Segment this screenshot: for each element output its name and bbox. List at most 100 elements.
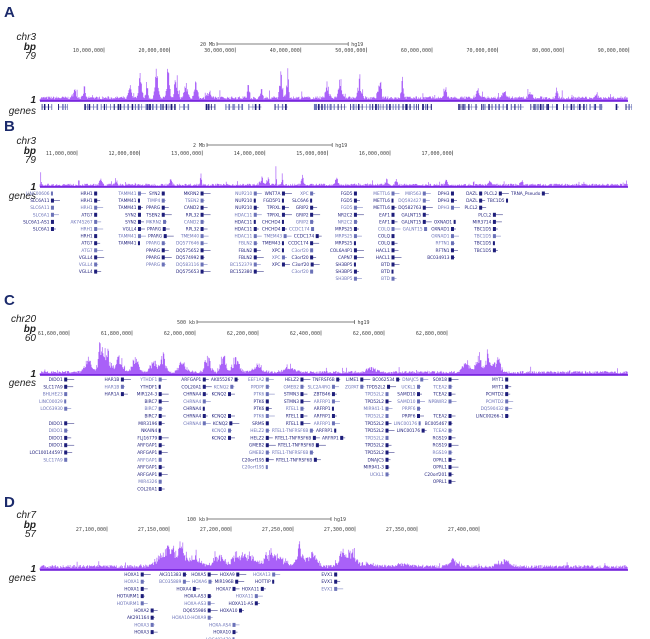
gene-label: KCNQ2 — [214, 384, 229, 390]
gene-label: HOXA5 — [191, 572, 206, 578]
gene-exon — [334, 586, 338, 591]
genes-label: genes — [9, 573, 36, 584]
gene-label: TAMM41 — [117, 198, 136, 204]
gene-exon — [140, 579, 144, 584]
gene-label: SLC6A11 — [30, 198, 50, 204]
bp-label: bp — [24, 324, 36, 335]
gene-block — [418, 104, 419, 110]
gene-block — [573, 104, 575, 110]
gene-block — [380, 104, 382, 110]
gene-exon — [200, 191, 204, 196]
gene-block — [64, 104, 66, 110]
gene-label: CCDC174 — [289, 227, 310, 233]
gene-exon — [120, 384, 124, 389]
panel-d: D chr7 bp 57 1 genes — [4, 494, 36, 584]
coverage-max-label: 60 — [25, 333, 37, 344]
gene-exon — [253, 241, 257, 246]
gene-label: TMEM40 — [180, 234, 199, 240]
gene-label: NPBWR2 — [428, 399, 447, 405]
gene-exon — [281, 262, 285, 267]
gene-label: UCKL1 — [401, 384, 415, 390]
gene-label: COLQ — [378, 227, 391, 233]
gene-exon — [353, 191, 357, 196]
gene-exon — [385, 465, 389, 470]
gene-label: STMN3 — [284, 399, 299, 405]
gene-exon — [161, 248, 165, 253]
gene-block — [228, 104, 231, 110]
gene-exon — [64, 392, 68, 397]
gene-exon — [283, 234, 287, 239]
gene-exon — [137, 205, 141, 210]
gene-label: DAZL — [466, 198, 478, 204]
gene-exon — [158, 457, 162, 462]
gene-block — [134, 104, 137, 110]
gene-exon — [120, 377, 124, 382]
gene-exon — [385, 406, 389, 411]
gene-exon — [541, 191, 545, 196]
gene-block — [556, 104, 558, 110]
gene-exon — [391, 227, 395, 231]
gene-block — [96, 104, 99, 110]
gene-exon — [64, 457, 68, 462]
gene-label: SH3BP5 — [335, 269, 352, 275]
gene-label: FBLN2 — [239, 255, 253, 261]
gene-exon — [182, 572, 186, 577]
gene-exon — [385, 457, 389, 462]
gene-exon — [253, 212, 257, 217]
gene-exon — [161, 198, 165, 203]
gene-exon — [140, 594, 144, 599]
gene-label: ATG7 — [81, 241, 93, 247]
gene-label: TPD52L2 — [364, 443, 384, 449]
axis-tick-label: 27,150,000 — [138, 527, 168, 533]
coverage-track — [39, 166, 628, 187]
gene-exon — [417, 414, 420, 418]
gene-block — [514, 104, 516, 110]
gene-exon — [505, 414, 509, 418]
gene-label: HDAC11 — [234, 234, 252, 240]
gene-label: ARFRP1 — [314, 399, 331, 405]
gene-label: TBC1D5 — [486, 198, 505, 204]
gene-label: HDAC11 — [234, 212, 252, 218]
axis-tick-label: 17,000,000 — [421, 151, 451, 157]
gene-block — [105, 104, 107, 110]
gene-exon — [137, 191, 141, 196]
gene-block — [498, 104, 500, 110]
gene-exon — [265, 384, 269, 389]
gene-label: XPC — [272, 248, 281, 254]
scale-bar-label: 20 Mb — [200, 42, 215, 48]
gene-exon — [163, 219, 167, 224]
gene-exon — [385, 414, 389, 418]
gene-label: LIME1 — [346, 377, 359, 383]
gene-label: DPH3 — [438, 198, 450, 204]
gene-exon — [448, 428, 452, 433]
panel-c-tracks: 500 kb hg19 61,600,000 61,800,000 62,000,000… — [29, 320, 628, 493]
gene-block — [586, 104, 588, 110]
gene-label: PLCL2 — [465, 205, 478, 211]
axis-tick-label: 40,000,000 — [270, 48, 300, 54]
bp-label: bp — [24, 146, 36, 157]
gene-label: SLC6A11 — [30, 205, 50, 211]
gene-exon — [281, 212, 285, 217]
gene-exon — [422, 205, 426, 210]
gene-exon — [396, 377, 400, 382]
gene-exon — [450, 248, 454, 253]
gene-exon — [208, 579, 212, 584]
gene-block — [595, 104, 597, 110]
gene-exon — [391, 205, 395, 210]
gene-label: DQ575652 — [176, 248, 199, 254]
gene-label: AK055267 — [211, 377, 233, 383]
gene-block — [254, 104, 257, 110]
gene-label: KCNQ2 — [212, 414, 227, 420]
gene-label: ARFGAP1 — [137, 443, 157, 449]
gene-exon — [450, 205, 454, 210]
gene-exon — [505, 392, 509, 397]
gene-block — [539, 104, 542, 110]
gene-exon — [353, 234, 357, 239]
gene-exon — [202, 384, 206, 389]
gene-block — [179, 104, 181, 110]
gene-block — [274, 104, 276, 110]
coverage-max-label: 79 — [25, 155, 37, 166]
gene-exon — [161, 205, 165, 210]
axis-tick-label: 62,200,000 — [227, 331, 257, 337]
